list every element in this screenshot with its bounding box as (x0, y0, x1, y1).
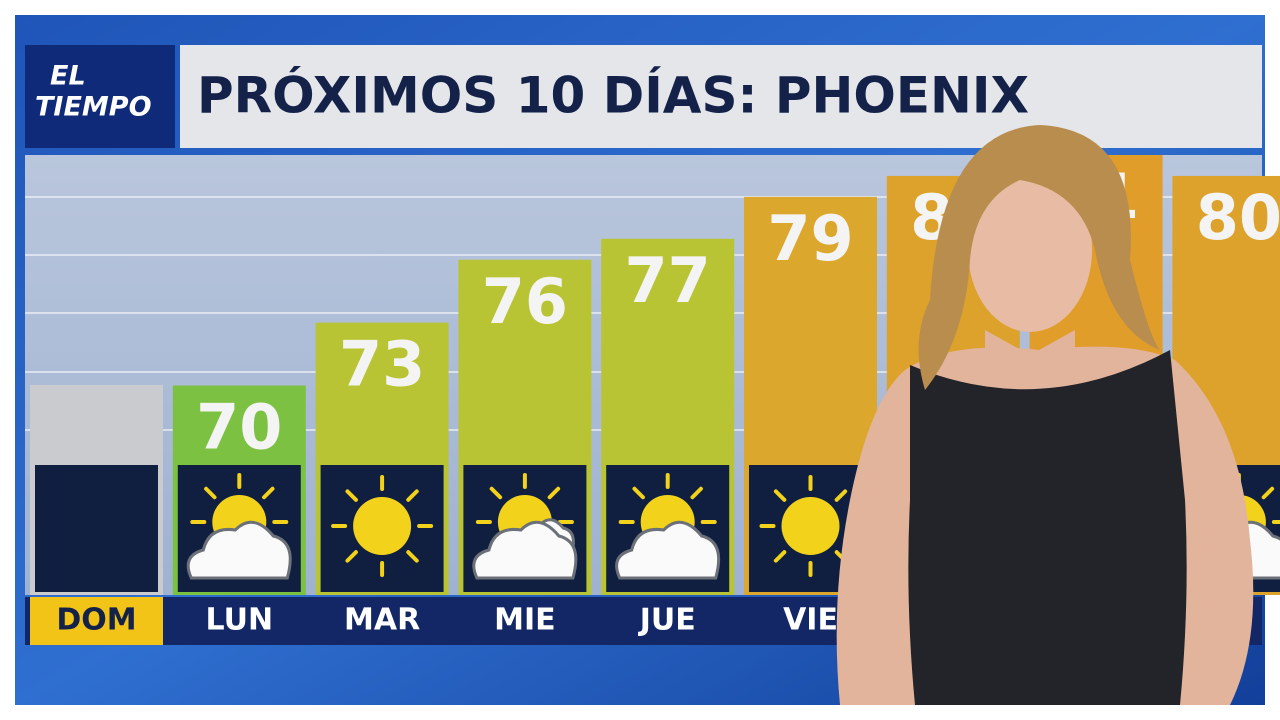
presenter-face (968, 168, 1092, 332)
x-tick-label: MIE (494, 603, 556, 638)
presenter-dress (908, 350, 1187, 705)
x-tick-label: DOM (56, 603, 136, 638)
cloud (615, 520, 721, 580)
weather-icon (35, 465, 158, 592)
sun-ray (262, 486, 275, 500)
x-tick-label: VIE (783, 603, 838, 638)
sun-ray (345, 550, 358, 563)
title-bar (180, 45, 1262, 148)
sun-ray (406, 550, 419, 563)
day-highlight (30, 597, 163, 645)
presenter (836, 125, 1254, 705)
sun-ray (834, 489, 848, 502)
value-label: 79 (767, 202, 853, 275)
cloud (472, 520, 578, 580)
sun-ray (632, 486, 645, 500)
weather-icon (463, 465, 587, 592)
sun (353, 497, 412, 555)
chart-title: PRÓXIMOS 10 DÍAS: PHOENIX (197, 66, 1029, 125)
sun-ray (345, 489, 358, 502)
sun-ray (773, 489, 787, 502)
weather-icon (177, 465, 301, 592)
presenter-hair (918, 125, 1160, 390)
weather-icon (606, 465, 730, 592)
logo-line1: EL (50, 61, 86, 92)
sun (781, 497, 840, 555)
value-label: 70 (196, 391, 282, 464)
sun-ray (489, 486, 503, 500)
x-tick-label: LUN (206, 603, 274, 638)
sun-ray (773, 550, 787, 563)
sun-ray (547, 486, 561, 500)
presenter-neck (985, 330, 1075, 380)
value-label: 77 (625, 244, 711, 317)
value-label: 73 (339, 328, 425, 401)
logo-box (25, 45, 175, 148)
value-label: 76 (482, 265, 568, 338)
x-tick-label: MAR (344, 603, 420, 638)
icon-box (35, 465, 158, 592)
sun-ray (406, 489, 419, 502)
weather-icon (320, 465, 444, 592)
sun-ray (1261, 486, 1275, 500)
sun-ray (690, 486, 703, 500)
logo-line2: TIEMPO (35, 92, 152, 123)
value-label: 80 (1196, 181, 1280, 254)
sun-ray (204, 486, 217, 500)
x-tick-label: JUE (638, 603, 696, 638)
cloud (186, 520, 292, 580)
